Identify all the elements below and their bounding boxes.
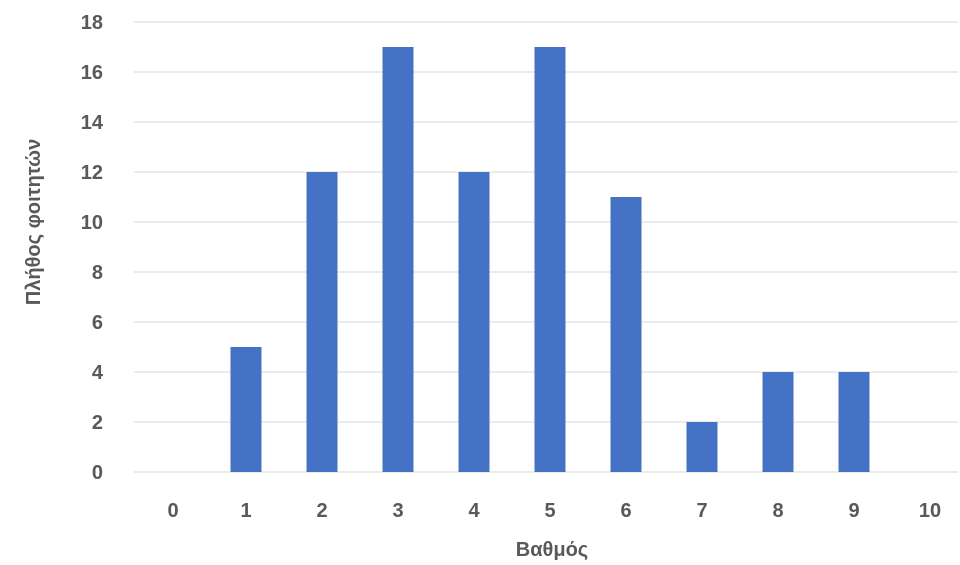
bar — [382, 47, 414, 472]
y-tick-label: 16 — [81, 62, 103, 84]
bar — [458, 172, 490, 472]
bar — [230, 347, 262, 472]
y-tick-label: 10 — [81, 212, 103, 234]
y-axis-title: Πλήθος φοιτητών — [23, 139, 45, 305]
x-tick-label: 6 — [620, 500, 631, 522]
x-tick-label: 7 — [696, 500, 707, 522]
y-tick-label: 6 — [92, 312, 103, 334]
x-axis-title: Βαθμός — [516, 539, 588, 561]
x-tick-label: 3 — [392, 500, 403, 522]
bar — [762, 372, 794, 472]
y-tick-labels: 0 2 4 6 8 10 12 14 16 18 — [81, 12, 104, 484]
x-tick-label: 8 — [772, 500, 783, 522]
y-tick-label: 18 — [81, 12, 103, 34]
bar — [686, 422, 718, 472]
y-tick-label: 0 — [92, 462, 103, 484]
bar — [306, 172, 338, 472]
x-tick-label: 5 — [544, 500, 555, 522]
x-tick-label: 0 — [167, 500, 178, 522]
y-tick-label: 12 — [81, 162, 103, 184]
x-tick-label: 1 — [240, 500, 251, 522]
y-tick-label: 8 — [92, 262, 103, 284]
x-tick-label: 4 — [468, 500, 480, 522]
bar — [610, 197, 642, 472]
x-tick-label: 2 — [316, 500, 327, 522]
x-tick-label: 9 — [848, 500, 859, 522]
y-tick-label: 4 — [92, 362, 104, 384]
x-tick-label: 10 — [919, 500, 941, 522]
x-tick-labels: 0 1 2 3 4 5 6 7 8 9 10 — [167, 500, 941, 522]
bar — [838, 372, 870, 472]
bar — [534, 47, 566, 472]
y-tick-label: 2 — [92, 412, 103, 434]
y-tick-label: 14 — [81, 112, 104, 134]
bars — [230, 47, 870, 472]
